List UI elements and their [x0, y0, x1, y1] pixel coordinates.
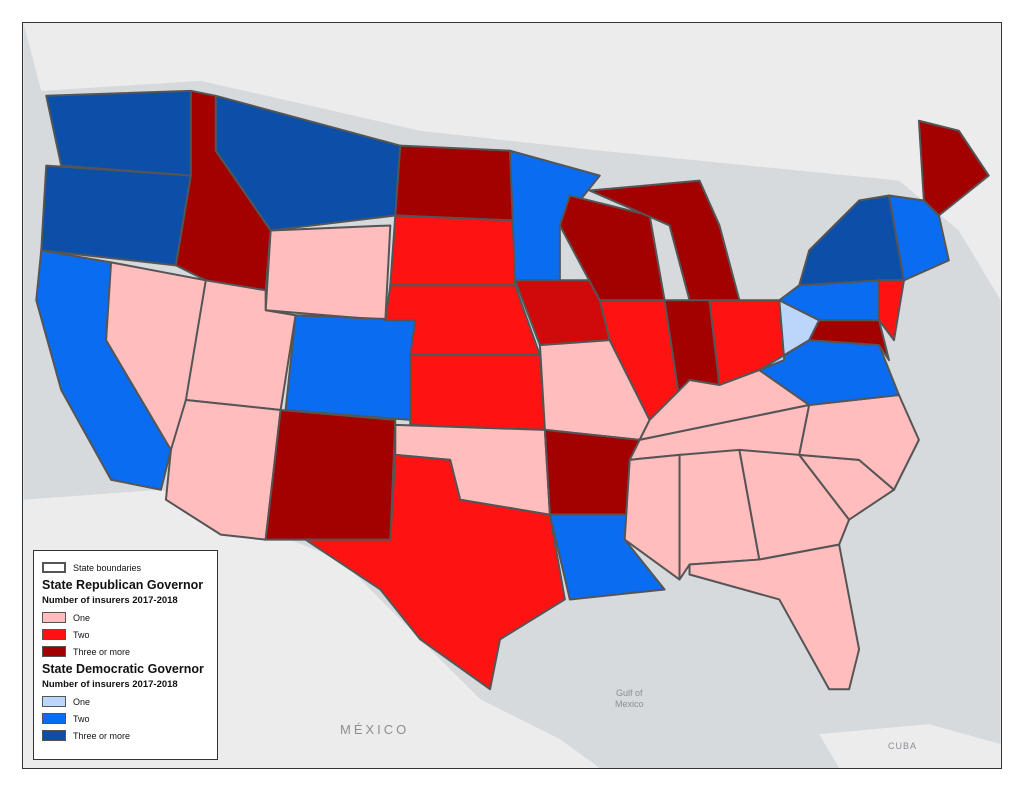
legend-label: Three or more: [73, 730, 131, 741]
state-ar: [543, 428, 641, 516]
state-nj: [878, 279, 905, 342]
state-md: [808, 319, 890, 362]
legend-label: Three or more: [73, 646, 131, 657]
state-wy: [264, 224, 392, 322]
swatch: [42, 696, 66, 707]
swatch: [42, 612, 66, 623]
state-mt: [214, 94, 402, 232]
state-co: [284, 314, 417, 421]
cuba-label: CUBA: [888, 741, 918, 751]
republican-title: State Republican Governor: [42, 578, 204, 592]
legend-label: One: [73, 612, 91, 623]
state-fl: [688, 543, 861, 691]
state-me: [917, 119, 990, 217]
state-new-england: [887, 194, 950, 282]
legend-label: Two: [73, 713, 90, 724]
state-tx: [304, 453, 566, 691]
legend-label: Two: [73, 629, 90, 640]
legend-rep-two: Two: [42, 626, 217, 643]
boundary-label: State boundaries: [73, 562, 142, 573]
swatch: [42, 713, 66, 724]
legend-rep-three: Three or more: [42, 643, 217, 660]
state-mn: [509, 149, 601, 282]
state-ks: [409, 354, 546, 431]
democratic-title: State Democratic Governor: [42, 662, 204, 676]
mexico-label: MÉXICO: [340, 722, 410, 737]
legend: State boundaries State Republican Govern…: [33, 550, 218, 760]
gulf-of-mexico-label: Gulf of Mexico: [615, 688, 644, 709]
state-or: [40, 164, 192, 267]
state-sd: [389, 214, 516, 287]
legend-dem-two: Two: [42, 710, 217, 727]
state-ga: [738, 448, 851, 561]
swatch: [42, 629, 66, 640]
democratic-subtitle: Number of insurers 2017-2018: [42, 679, 178, 690]
boundary-swatch: [42, 562, 66, 573]
republican-subtitle: Number of insurers 2017-2018: [42, 595, 178, 606]
state-nm: [264, 408, 397, 541]
state-la: [548, 513, 666, 601]
swatch: [42, 730, 66, 741]
legend-rep-one: One: [42, 609, 217, 626]
canada-land: [23, 23, 1001, 301]
state-nd: [394, 144, 516, 222]
legend-boundaries: State boundaries: [42, 559, 217, 576]
legend-dem-one: One: [42, 693, 217, 710]
legend-dem-three: Three or more: [42, 727, 217, 744]
cuba-land: [819, 724, 1001, 768]
states: [35, 89, 990, 691]
legend-label: One: [73, 696, 91, 707]
state-wa: [45, 89, 192, 177]
swatch: [42, 646, 66, 657]
